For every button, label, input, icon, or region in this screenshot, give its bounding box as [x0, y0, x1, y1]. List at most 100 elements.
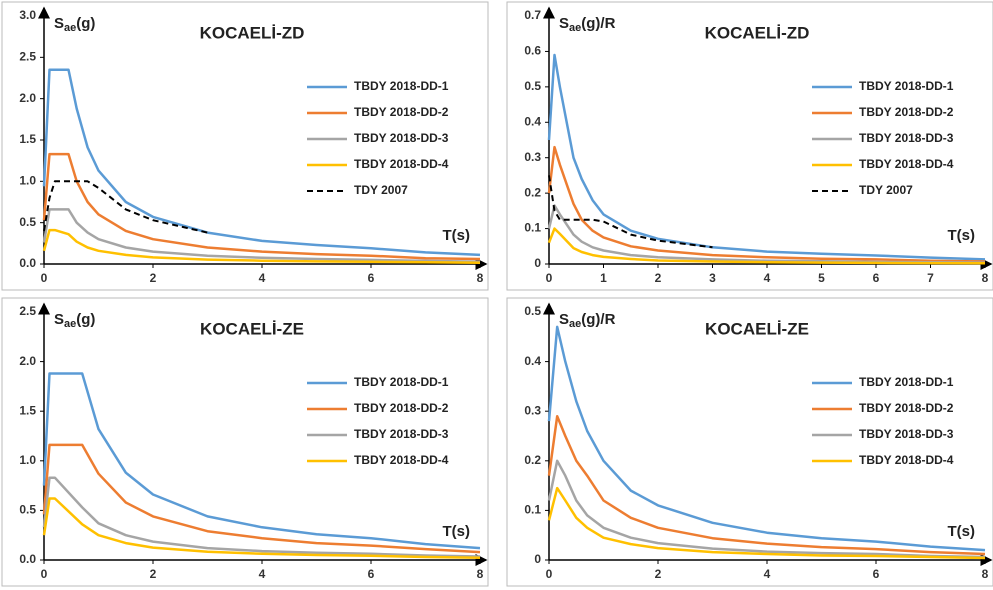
y-tick-label: 2.5	[19, 50, 36, 64]
series-line	[42, 152, 481, 261]
y-tick-label: 0.4	[524, 114, 541, 128]
x-tick-label: 6	[368, 567, 375, 581]
y-axis-label: Sae(g)/R	[559, 311, 616, 330]
y-tick-label: 0	[534, 552, 541, 566]
y-tick-label: 2.5	[19, 304, 36, 318]
legend-label: TBDY 2018-DD-1	[354, 375, 449, 389]
y-label-part: S	[559, 311, 569, 328]
y-tick-label: 0.5	[19, 215, 36, 229]
y-tick-label: 0.2	[524, 453, 541, 467]
y-tick-label: 0.5	[524, 79, 541, 93]
series-line	[43, 180, 208, 234]
x-axis-label: T(s)	[443, 227, 471, 244]
series-line	[548, 175, 713, 249]
x-tick-label: 2	[655, 567, 662, 581]
chart-title: KOCAELİ-ZE	[705, 319, 809, 338]
y-axis-label: Sae(g)	[54, 311, 95, 330]
x-tick-label: 6	[368, 271, 375, 285]
panel-border	[506, 1, 993, 291]
legend-label: TBDY 2018-DD-4	[859, 157, 954, 171]
y-tick-label: 0.5	[524, 304, 541, 318]
y-tick-label: 1.5	[19, 132, 36, 146]
y-tick-label: 3.0	[19, 8, 36, 22]
legend-label: TBDY 2018-DD-2	[354, 401, 449, 415]
x-tick-label: 1	[600, 271, 607, 285]
y-tick-label: 0.1	[524, 503, 541, 517]
y-label-part: S	[54, 15, 64, 32]
y-tick-label: 1.0	[19, 174, 36, 188]
series-line	[547, 227, 986, 265]
legend-label: TBDY 2018-DD-3	[859, 427, 954, 441]
chart-panel: 0 0.1 0.2 0.3 0.4 0.5 0.6 0.7 0 1 2 3 4 5 6 7 8 KOCAELİ-Z…	[506, 1, 993, 291]
y-tick-label: 0.3	[524, 150, 541, 164]
series-line	[42, 476, 481, 558]
series-line	[547, 145, 986, 263]
legend-label: TBDY 2018-DD-2	[859, 401, 954, 415]
y-tick-label: 0.3	[524, 403, 541, 417]
x-tick-label: 4	[764, 271, 771, 285]
legend-label: TBDY 2018-DD-3	[354, 131, 449, 145]
y-tick-label: 2.0	[19, 91, 36, 105]
legend-label: TBDY 2018-DD-2	[859, 105, 954, 119]
panel-border	[1, 1, 489, 291]
y-label-part: (g)	[76, 311, 95, 328]
x-tick-label: 2	[150, 567, 157, 581]
y-label-part: S	[559, 15, 569, 32]
x-tick-label: 7	[927, 271, 934, 285]
x-tick-label: 4	[764, 567, 771, 581]
series-line	[547, 486, 986, 560]
y-tick-label: 1.5	[19, 403, 36, 417]
x-tick-label: 0	[546, 567, 553, 581]
x-tick-label: 8	[982, 567, 989, 581]
x-axis-label: T(s)	[948, 227, 976, 244]
chart-panel: 0 0.1 0.2 0.3 0.4 0.5 0 2 4 6 8 KOCAELİ-ZE Sae(g)/R T…	[506, 297, 993, 587]
x-tick-label: 8	[477, 567, 484, 581]
x-tick-label: 2	[150, 271, 157, 285]
y-tick-label: 0.4	[524, 354, 541, 368]
legend-label: TDY 2007	[859, 183, 913, 197]
y-label-part: S	[54, 311, 64, 328]
y-label-part: ae	[64, 318, 76, 330]
y-axis-label: Sae(g)/R	[559, 15, 616, 34]
panel-border	[1, 297, 489, 587]
y-tick-label: 0.1	[524, 221, 541, 235]
chart-title: KOCAELİ-ZD	[200, 23, 305, 42]
series-line	[547, 53, 986, 261]
chart-panel: 0.0 0.5 1.0 1.5 2.0 2.5 0 2 4 6 8 KOCAELİ-ZE Sae(g) T…	[1, 297, 489, 587]
legend-label: TBDY 2018-DD-3	[354, 427, 449, 441]
series-line	[42, 208, 481, 263]
y-label-part: (g)	[76, 15, 95, 32]
x-axis-label: T(s)	[948, 523, 976, 540]
y-label-part: ae	[569, 318, 581, 330]
x-tick-label: 8	[477, 271, 484, 285]
y-axis-label: Sae(g)	[54, 15, 95, 34]
x-tick-label: 8	[982, 271, 989, 285]
x-tick-label: 4	[259, 271, 266, 285]
legend-label: TBDY 2018-DD-1	[354, 79, 449, 93]
x-tick-label: 6	[873, 567, 880, 581]
y-tick-label: 2.0	[19, 354, 36, 368]
y-label-part: (g)/R	[581, 311, 615, 328]
x-tick-label: 5	[818, 271, 825, 285]
y-tick-label: 0.5	[19, 503, 36, 517]
legend-label: TBDY 2018-DD-2	[354, 105, 449, 119]
chart-title: KOCAELİ-ZE	[200, 319, 304, 338]
x-tick-label: 4	[259, 567, 266, 581]
series-line	[42, 68, 481, 257]
series-line	[547, 204, 986, 264]
legend-label: TBDY 2018-DD-3	[859, 131, 954, 145]
series-line	[42, 443, 481, 554]
series-line	[547, 414, 986, 556]
panel-border	[506, 297, 993, 587]
x-tick-label: 0	[41, 271, 48, 285]
y-tick-label: 0.0	[19, 552, 36, 566]
x-axis-label: T(s)	[443, 523, 471, 540]
chart-title: KOCAELİ-ZD	[705, 23, 810, 42]
series-line	[42, 372, 481, 550]
chart-panel: 0.0 0.5 1.0 1.5 2.0 2.5 3.0 0 2 4 6 8 KOCAELİ-ZD Sae(…	[1, 1, 489, 291]
y-label-part: ae	[64, 22, 76, 34]
legend-label: TBDY 2018-DD-1	[859, 375, 954, 389]
y-label-part: (g)/R	[581, 15, 615, 32]
